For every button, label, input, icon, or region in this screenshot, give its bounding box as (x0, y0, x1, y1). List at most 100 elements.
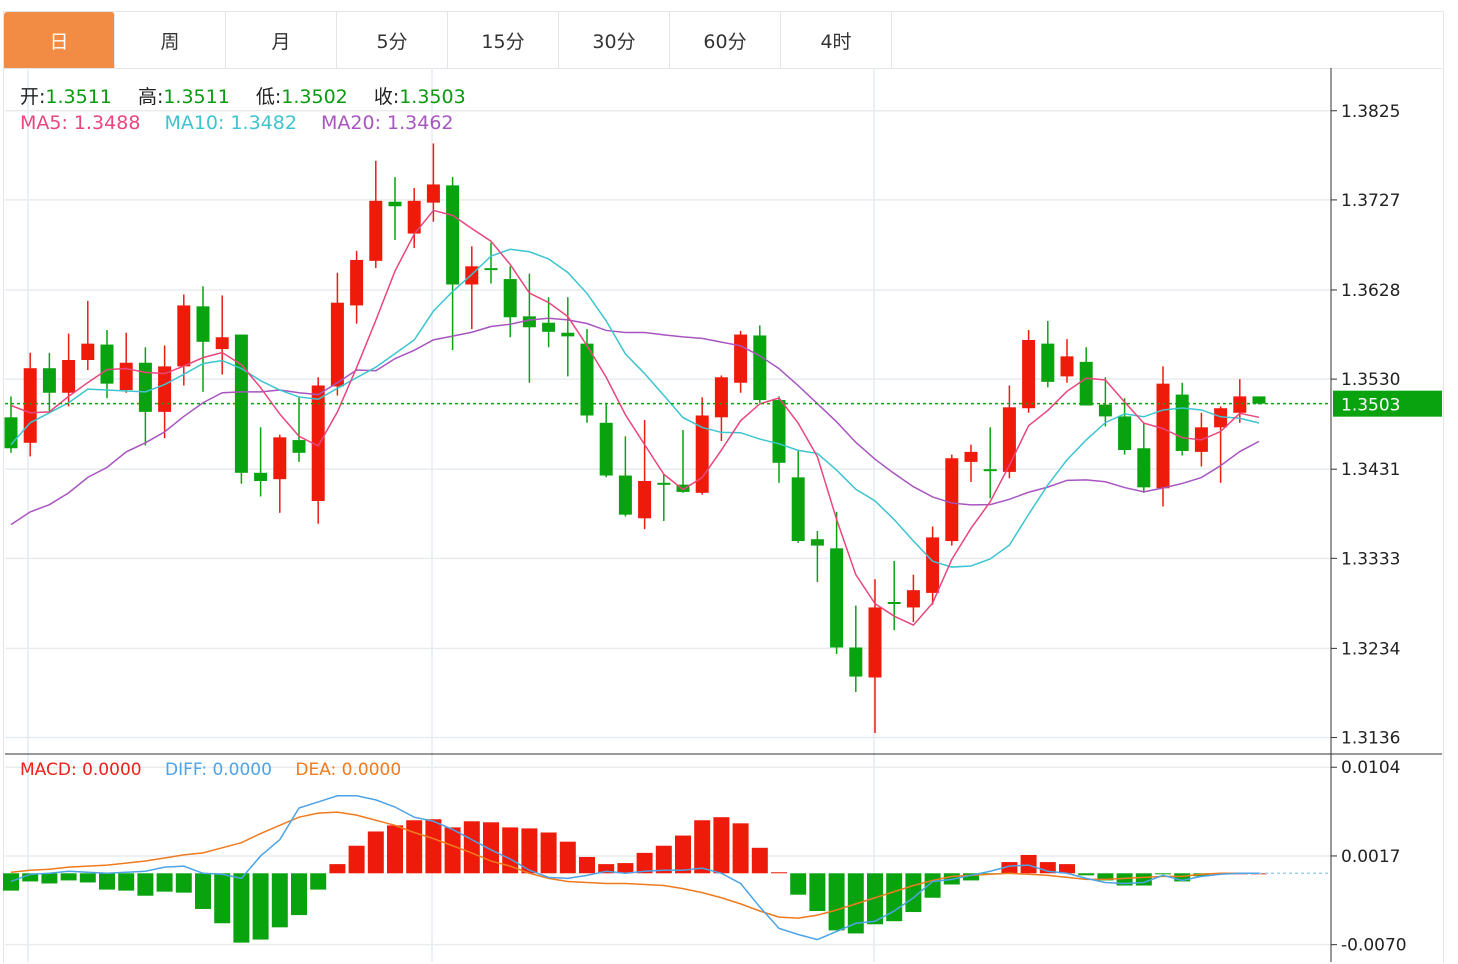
macd-bar (886, 873, 903, 922)
candle-body (714, 377, 728, 418)
chart-frame (3, 11, 1444, 963)
candle-body (503, 279, 517, 318)
ohlc-readout: 开:1.3511 高:1.3511 低:1.3502 收:1.3503 (20, 82, 486, 109)
candle (753, 325, 767, 403)
tab-month[interactable]: 月 (226, 12, 337, 68)
diff-value: DIFF: 0.0000 (164, 760, 272, 780)
macd-bar (99, 873, 115, 890)
candle-body (138, 362, 152, 412)
tab-day[interactable]: 日 (4, 12, 115, 68)
candle-body (618, 475, 632, 515)
candle-body (1060, 356, 1074, 377)
candle (1041, 320, 1055, 388)
macd-bar (1039, 862, 1056, 874)
tab-15min[interactable]: 15分 (448, 12, 559, 68)
macd-y-tick-label: -0.0070 (1341, 936, 1407, 956)
macd-bar (348, 845, 365, 874)
candle-body (964, 451, 978, 462)
high-label: 高: (137, 86, 164, 108)
open-value: 1.3511 (45, 86, 112, 108)
y-tick-label: 1.3431 (1341, 460, 1400, 480)
candle (273, 434, 287, 513)
candle-body (42, 368, 56, 393)
candle (138, 347, 152, 446)
macd-bar (617, 863, 634, 874)
macd-bar (118, 873, 135, 891)
candle-body (926, 537, 940, 593)
candle (657, 474, 671, 522)
y-tick-label: 1.3333 (1341, 549, 1400, 569)
tab-week[interactable]: 周 (115, 12, 226, 68)
tab-4hour[interactable]: 4时 (781, 12, 892, 68)
candle-body (292, 440, 306, 453)
ma10-value: MA10: 1.3482 (164, 112, 297, 134)
candle-body (100, 344, 114, 384)
candle-body (1156, 383, 1170, 489)
candle (945, 454, 959, 546)
macd-bar (271, 873, 288, 928)
candle (1060, 339, 1074, 383)
candle-body (1041, 343, 1055, 382)
macd-bar (655, 845, 672, 874)
y-tick-label: 1.3628 (1341, 281, 1400, 301)
candle-body (1098, 404, 1112, 417)
candle (1002, 385, 1016, 479)
macd-bar (329, 864, 346, 874)
macd-bar (1155, 873, 1171, 875)
candle (580, 329, 594, 423)
candle (100, 329, 114, 399)
macd-bar (22, 873, 39, 882)
y-tick-label: 1.3825 (1341, 102, 1400, 122)
macd-bar (521, 828, 538, 874)
candle (292, 396, 306, 462)
candle-body (542, 322, 556, 332)
tab-5min[interactable]: 5分 (337, 12, 448, 68)
candle (1098, 377, 1112, 427)
candle (772, 396, 786, 483)
candle-body (599, 422, 613, 476)
ma10-line (10, 248, 1260, 568)
candle (311, 377, 325, 524)
candle-body (330, 302, 344, 387)
candle-body (23, 368, 37, 443)
candle-body (254, 472, 268, 482)
candle (561, 297, 575, 377)
macd-bar (406, 820, 423, 874)
candle-body (484, 268, 498, 271)
macd-bar (483, 822, 499, 874)
macd-bar (1097, 873, 1114, 881)
candle-body (810, 539, 824, 546)
candle (81, 300, 95, 371)
candle-body (983, 469, 997, 472)
candle-body (753, 335, 767, 401)
candle-body (426, 184, 440, 203)
macd-bar (790, 873, 807, 895)
macd-bar (828, 873, 845, 931)
macd-bar (636, 852, 653, 874)
macd-bar (1020, 854, 1037, 874)
tab-60min[interactable]: 60分 (670, 12, 781, 68)
period-tabs: 日 周 月 5分 15分 30分 60分 4时 (4, 12, 1442, 69)
macd-value: MACD: 0.0000 (20, 760, 142, 780)
macd-bar (79, 873, 96, 883)
macd-bar (463, 821, 480, 874)
candle (542, 297, 556, 348)
macd-bar (41, 873, 58, 884)
candle (734, 330, 748, 393)
candle-body (868, 607, 882, 678)
candle (983, 427, 997, 499)
macd-bar (310, 873, 327, 890)
candle-body (273, 437, 287, 480)
macd-bar (751, 847, 768, 874)
candle (791, 450, 805, 543)
tab-30min[interactable]: 30分 (559, 12, 670, 68)
candle-body (177, 305, 191, 367)
macd-bar (3, 873, 19, 891)
macd-readout: MACD: 0.0000 DIFF: 0.0000 DEA: 0.0000 (20, 760, 419, 780)
candle (1022, 329, 1036, 413)
candle (964, 444, 978, 482)
diff-line (10, 795, 1259, 941)
candle-body (580, 343, 594, 416)
macd-bar (1078, 873, 1095, 876)
